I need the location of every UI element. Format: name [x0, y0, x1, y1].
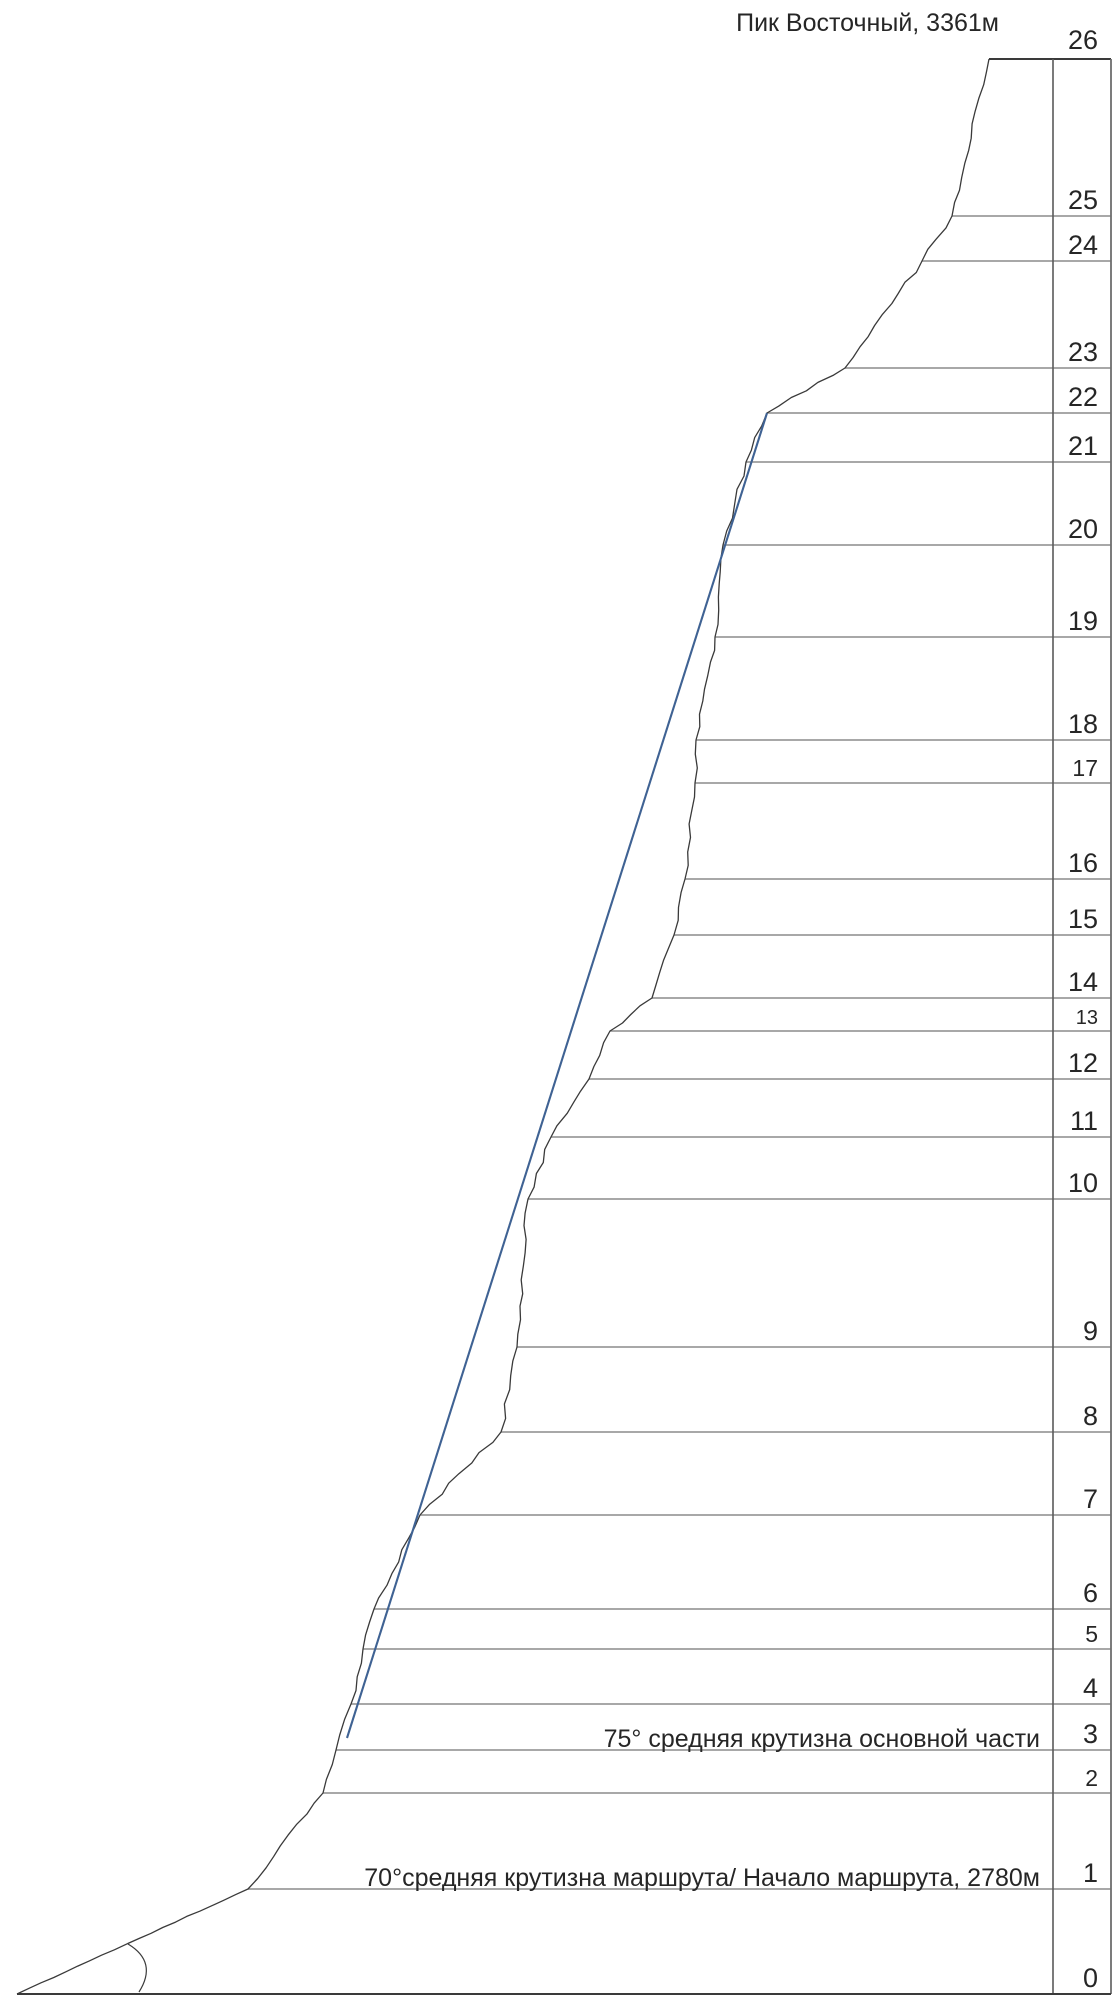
svg-text:12: 12: [1068, 1048, 1098, 1078]
svg-text:25: 25: [1068, 185, 1098, 215]
svg-text:8: 8: [1083, 1401, 1098, 1431]
svg-text:16: 16: [1068, 848, 1098, 878]
svg-text:15: 15: [1068, 904, 1098, 934]
svg-text:11: 11: [1070, 1106, 1098, 1136]
svg-text:18: 18: [1068, 709, 1098, 739]
svg-text:2: 2: [1085, 1765, 1098, 1791]
svg-text:24: 24: [1068, 230, 1098, 260]
svg-text:1: 1: [1083, 1858, 1098, 1888]
svg-text:20: 20: [1068, 514, 1098, 544]
svg-text:13: 13: [1076, 1007, 1098, 1029]
svg-text:5: 5: [1085, 1621, 1098, 1647]
svg-text:0: 0: [1083, 1963, 1098, 1993]
svg-text:4: 4: [1083, 1673, 1098, 1703]
svg-text:6: 6: [1083, 1578, 1098, 1608]
svg-text:Пик Восточный, 3361м: Пик Восточный, 3361м: [736, 9, 999, 37]
svg-text:23: 23: [1068, 337, 1098, 367]
svg-text:10: 10: [1068, 1168, 1098, 1198]
svg-text:75° средняя крутизна основной: 75° средняя крутизна основной части: [604, 1725, 1040, 1753]
svg-text:70°средняя крутизна маршрута/: 70°средняя крутизна маршрута/ Начало мар…: [364, 1864, 1040, 1892]
svg-text:22: 22: [1068, 382, 1098, 412]
svg-text:21: 21: [1068, 431, 1098, 461]
svg-text:17: 17: [1072, 755, 1098, 781]
svg-text:26: 26: [1068, 25, 1098, 55]
svg-text:19: 19: [1068, 606, 1098, 636]
svg-text:3: 3: [1083, 1719, 1098, 1749]
svg-text:9: 9: [1083, 1316, 1098, 1346]
svg-text:14: 14: [1068, 967, 1098, 997]
svg-text:7: 7: [1083, 1484, 1098, 1514]
